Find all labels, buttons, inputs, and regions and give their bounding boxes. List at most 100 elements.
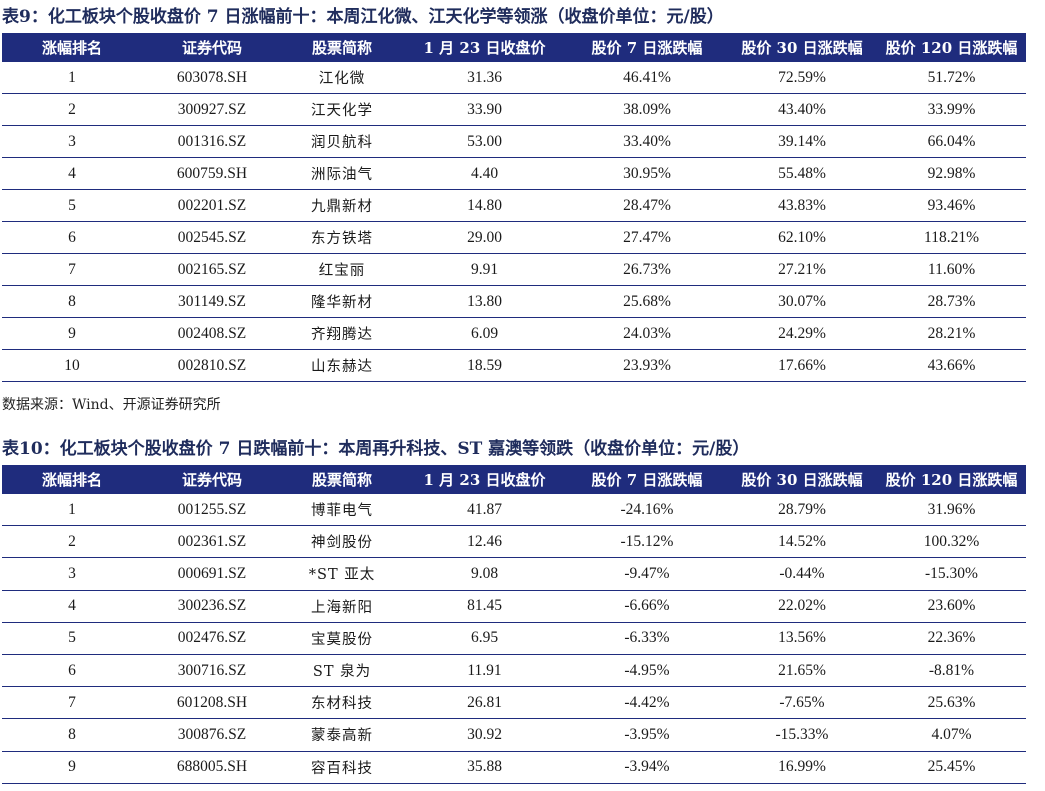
cell-close: 31.36	[402, 62, 567, 94]
cell-name: 隆华新材	[282, 285, 402, 318]
col-header-name: 股票简称	[282, 465, 402, 494]
cell-120d-change: 118.21%	[877, 221, 1026, 254]
cell-7d-change: 26.73%	[567, 253, 727, 286]
cell-name: 江天化学	[282, 93, 402, 126]
cell-code: 002476.SZ	[142, 622, 282, 655]
table10-header-row: 涨幅排名 证券代码 股票简称 1 月 23 日收盘价 股价 7 日涨跌幅 股价 …	[2, 465, 1026, 494]
cell-120d-change: 28.21%	[877, 317, 1026, 350]
cell-rank: 7	[2, 686, 142, 720]
cell-name: 洲际油气	[282, 157, 402, 190]
cell-name: 江化微	[282, 62, 402, 94]
cell-120d-change: 4.07%	[877, 718, 1026, 752]
cell-name: 东方铁塔	[282, 221, 402, 254]
table-row: 9 688005.SH 容百科技 35.88 -3.94% 16.99% 25.45%	[2, 751, 1026, 784]
cell-code: 002545.SZ	[142, 221, 282, 254]
cell-rank: 8	[2, 285, 142, 318]
cell-7d-change: -24.16%	[567, 494, 727, 527]
cell-code: 301149.SZ	[142, 285, 282, 318]
cell-code: 300927.SZ	[142, 93, 282, 126]
cell-30d-change: 24.29%	[727, 317, 877, 350]
cell-code: 300236.SZ	[142, 590, 282, 623]
col-header-30d: 股价 30 日涨跌幅	[727, 33, 877, 62]
cell-close: 6.95	[402, 622, 567, 655]
cell-120d-change: 28.73%	[877, 285, 1026, 318]
col-header-code: 证券代码	[142, 465, 282, 494]
col-header-30d: 股价 30 日涨跌幅	[727, 465, 877, 494]
table-row: 4 300236.SZ 上海新阳 81.45 -6.66% 22.02% 23.60%	[2, 590, 1026, 623]
cell-code: 002810.SZ	[142, 349, 282, 382]
cell-name: 神剑股份	[282, 525, 402, 559]
cell-30d-change: 28.79%	[727, 494, 877, 527]
table-row: 7 601208.SH 东材科技 26.81 -4.42% -7.65% 25.63%	[2, 686, 1026, 720]
table10-caption: 表10：化工板块个股收盘价 7 日跌幅前十：本周再升科技、ST 嘉澳等领跌（收盘…	[2, 439, 750, 459]
cell-7d-change: -4.42%	[567, 686, 727, 720]
cell-30d-change: 21.65%	[727, 654, 877, 688]
table-row: 4 600759.SH 洲际油气 4.40 30.95% 55.48% 92.98%	[2, 157, 1026, 190]
cell-name: 齐翔腾达	[282, 317, 402, 350]
cell-code: 001316.SZ	[142, 125, 282, 158]
cell-30d-change: 14.52%	[727, 525, 877, 559]
cell-7d-change: -3.95%	[567, 718, 727, 752]
cell-code: 001255.SZ	[142, 494, 282, 527]
cell-120d-change: 11.60%	[877, 253, 1026, 286]
cell-rank: 2	[2, 525, 142, 559]
cell-120d-change: 43.66%	[877, 349, 1026, 382]
cell-30d-change: 72.59%	[727, 62, 877, 94]
cell-7d-change: -3.94%	[567, 751, 727, 784]
cell-7d-change: 23.93%	[567, 349, 727, 382]
cell-30d-change: 16.99%	[727, 751, 877, 784]
table-row: 1 603078.SH 江化微 31.36 46.41% 72.59% 51.72%	[2, 62, 1026, 94]
cell-120d-change: 33.99%	[877, 93, 1026, 126]
table-row: 1 001255.SZ 博菲电气 41.87 -24.16% 28.79% 31.96%	[2, 494, 1026, 527]
table-row: 2 002361.SZ 神剑股份 12.46 -15.12% 14.52% 100.32%	[2, 525, 1026, 559]
cell-name: 红宝丽	[282, 253, 402, 286]
cell-30d-change: 30.07%	[727, 285, 877, 318]
cell-rank: 9	[2, 751, 142, 784]
cell-120d-change: 92.98%	[877, 157, 1026, 190]
cell-rank: 9	[2, 317, 142, 350]
cell-close: 12.46	[402, 525, 567, 559]
table-row: 8 301149.SZ 隆华新材 13.80 25.68% 30.07% 28.73%	[2, 285, 1026, 318]
cell-name: 上海新阳	[282, 590, 402, 623]
col-header-120d: 股价 120 日涨跌幅	[877, 33, 1026, 62]
cell-30d-change: 55.48%	[727, 157, 877, 190]
cell-rank: 8	[2, 718, 142, 752]
cell-rank: 7	[2, 253, 142, 286]
table-row: 3 001316.SZ 润贝航科 53.00 33.40% 39.14% 66.04%	[2, 125, 1026, 158]
table-row: 9 002408.SZ 齐翔腾达 6.09 24.03% 24.29% 28.21%	[2, 317, 1026, 350]
col-header-rank: 涨幅排名	[2, 465, 142, 494]
cell-rank: 4	[2, 157, 142, 190]
col-header-rank: 涨幅排名	[2, 33, 142, 62]
cell-rank: 5	[2, 189, 142, 222]
cell-close: 30.92	[402, 718, 567, 752]
cell-close: 14.80	[402, 189, 567, 222]
cell-code: 300876.SZ	[142, 718, 282, 752]
table9-top-gainers: 涨幅排名 证券代码 股票简称 1 月 23 日收盘价 股价 7 日涨跌幅 股价 …	[2, 33, 1026, 382]
cell-120d-change: 66.04%	[877, 125, 1026, 158]
cell-close: 35.88	[402, 751, 567, 784]
cell-code: 002165.SZ	[142, 253, 282, 286]
cell-30d-change: -0.44%	[727, 557, 877, 591]
cell-close: 13.80	[402, 285, 567, 318]
cell-close: 4.40	[402, 157, 567, 190]
cell-7d-change: -6.66%	[567, 590, 727, 623]
cell-7d-change: 24.03%	[567, 317, 727, 350]
cell-30d-change: 17.66%	[727, 349, 877, 382]
cell-code: 600759.SH	[142, 157, 282, 190]
cell-7d-change: -15.12%	[567, 525, 727, 559]
cell-name: ST 泉为	[282, 654, 402, 688]
col-header-7d: 股价 7 日涨跌幅	[567, 33, 727, 62]
table-row: 10 002810.SZ 山东赫达 18.59 23.93% 17.66% 43.66%	[2, 349, 1026, 382]
cell-name: 容百科技	[282, 751, 402, 784]
cell-7d-change: -4.95%	[567, 654, 727, 688]
cell-120d-change: 22.36%	[877, 622, 1026, 655]
cell-close: 53.00	[402, 125, 567, 158]
table9-header-row: 涨幅排名 证券代码 股票简称 1 月 23 日收盘价 股价 7 日涨跌幅 股价 …	[2, 33, 1026, 62]
cell-30d-change: 13.56%	[727, 622, 877, 655]
cell-7d-change: 27.47%	[567, 221, 727, 254]
cell-30d-change: 39.14%	[727, 125, 877, 158]
cell-120d-change: 31.96%	[877, 494, 1026, 527]
table-row: 3 000691.SZ *ST 亚太 9.08 -9.47% -0.44% -15.30%	[2, 557, 1026, 591]
table-row: 2 300927.SZ 江天化学 33.90 38.09% 43.40% 33.99%	[2, 93, 1026, 126]
cell-rank: 1	[2, 494, 142, 527]
